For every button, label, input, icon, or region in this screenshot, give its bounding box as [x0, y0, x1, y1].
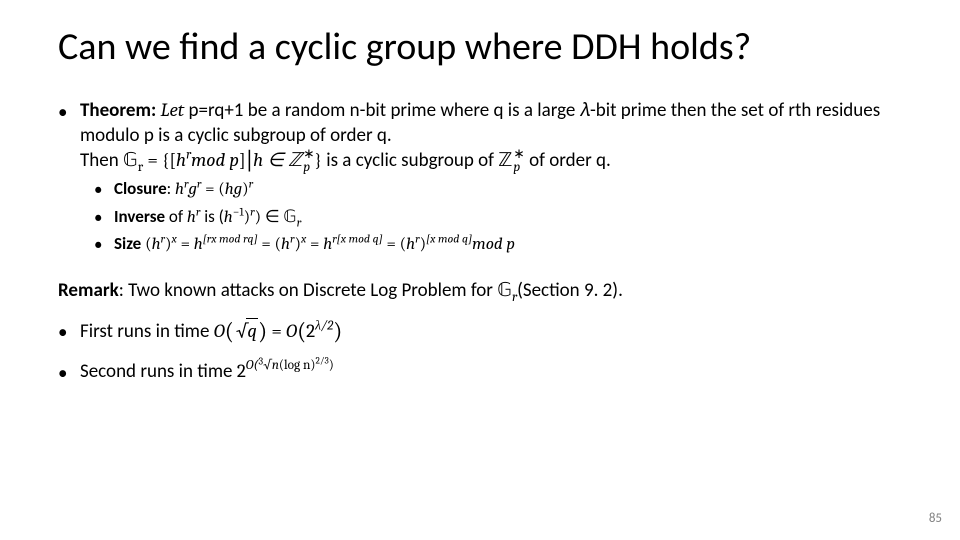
theorem-let: Let [160, 99, 184, 121]
theorem-mid: is a cyclic subgroup of [326, 149, 498, 172]
zp-star: ℤ∗p [498, 149, 525, 171]
inverse-label: Inverse [114, 206, 165, 227]
theorem-line1a: p=rq+1 be a random n-bit prime where q i… [184, 99, 579, 122]
gr-set: 𝔾r = {[hrmod p]|h ∈ ℤ∗p} [123, 149, 326, 171]
inverse-bullet: • Inverse of hr is (h−1)r) ∈ 𝔾r [94, 206, 902, 229]
theorem-label: Theorem: [80, 99, 156, 122]
bullet-dot: • [58, 318, 80, 345]
lambda-icon: 𝜆 [580, 99, 590, 121]
bullet-dot: • [58, 98, 80, 174]
closure-text: Closure: hrgr = (hg)r [114, 178, 253, 201]
size-text: Size (hr)x = h[rx mod rq] = (hr)x = hr[x… [114, 233, 515, 256]
remark-text-a: : Two known attacks on Discrete Log Prob… [119, 279, 498, 302]
slide: Can we find a cyclic group where DDH hol… [0, 0, 960, 540]
closure-label: Closure [114, 178, 167, 199]
remark-label: Remark [58, 279, 119, 302]
theorem-end: of order q. [529, 149, 611, 172]
attack-first-expr: O(√q) = O(2λ/2) [214, 320, 343, 342]
page-number: 85 [929, 511, 942, 526]
theorem-then: Then [80, 149, 123, 172]
bullet-dot: • [58, 359, 80, 386]
bullet-dot: • [94, 233, 114, 256]
attack-first-text: First runs in time O(√q) = O(2λ/2) [80, 318, 342, 345]
closure-expr: hrgr = (hg)r [175, 180, 253, 199]
size-label: Size [114, 233, 141, 254]
size-bullet: • Size (hr)x = h[rx mod rq] = (hr)x = hr… [94, 233, 902, 256]
attack-second-expr: 2O(3√n(log n)2/3) [237, 360, 334, 382]
slide-body: • Theorem: Let p=rq+1 be a random n-bit … [58, 98, 902, 386]
remark-text-b: (Section 9. 2). [517, 279, 623, 302]
attack-second-text: Second runs in time 2O(3√n(log n)2/3) [80, 359, 334, 386]
inverse-expr: hr [187, 208, 200, 227]
inverse-text: Inverse of hr is (h−1)r) ∈ 𝔾r [114, 206, 301, 229]
closure-bullet: • Closure: hrgr = (hg)r [94, 178, 902, 201]
remark-Gr: 𝔾r [497, 279, 517, 301]
slide-title: Can we find a cyclic group where DDH hol… [58, 24, 902, 70]
attack-second: • Second runs in time 2O(3√n(log n)2/3) [58, 359, 902, 386]
theorem-bullet: • Theorem: Let p=rq+1 be a random n-bit … [58, 98, 902, 174]
bullet-dot: • [94, 206, 114, 229]
size-expr: (hr)x = h[rx mod rq] = (hr)x = hr[x mod … [145, 235, 515, 254]
attacks-list: • First runs in time O(√q) = O(2λ/2) • S… [58, 318, 902, 386]
remark-block: Remark: Two known attacks on Discrete Lo… [58, 278, 902, 303]
theorem-text: Theorem: Let p=rq+1 be a random n-bit pr… [80, 98, 902, 174]
bullet-dot: • [94, 178, 114, 201]
attack-first: • First runs in time O(√q) = O(2λ/2) [58, 318, 902, 345]
